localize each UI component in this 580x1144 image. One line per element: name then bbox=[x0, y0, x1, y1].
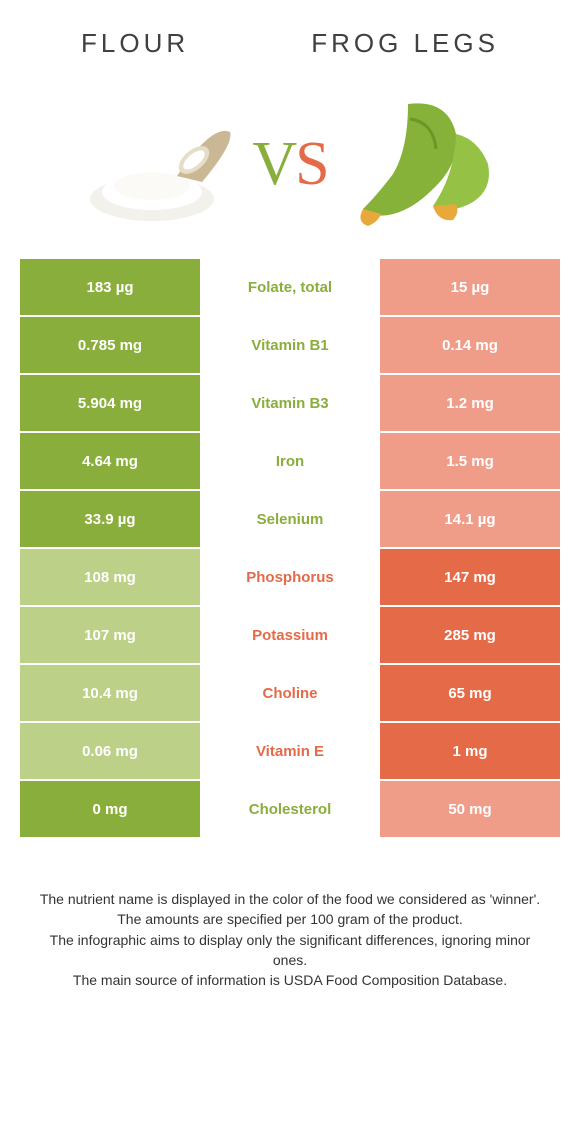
left-food-title: Flour bbox=[81, 28, 189, 59]
table-row: 5.904 mgVitamin B31.2 mg bbox=[20, 375, 560, 433]
vs-v-letter: V bbox=[252, 130, 295, 198]
right-food-title: Frog legs bbox=[311, 28, 499, 59]
frog-legs-image bbox=[338, 89, 498, 239]
footer-line-3: The infographic aims to display only the… bbox=[36, 930, 544, 971]
table-row: 4.64 mgIron1.5 mg bbox=[20, 433, 560, 491]
table-row: 0 mgCholesterol50 mg bbox=[20, 781, 560, 839]
left-value: 5.904 mg bbox=[20, 375, 200, 431]
table-row: 33.9 µgSelenium14.1 µg bbox=[20, 491, 560, 549]
nutrient-label: Iron bbox=[200, 433, 380, 489]
left-value: 0.06 mg bbox=[20, 723, 200, 779]
footer-line-4: The main source of information is USDA F… bbox=[36, 970, 544, 990]
left-value: 0.785 mg bbox=[20, 317, 200, 373]
left-value: 107 mg bbox=[20, 607, 200, 663]
nutrient-label: Vitamin B3 bbox=[200, 375, 380, 431]
footer-notes: The nutrient name is displayed in the co… bbox=[0, 839, 580, 990]
table-row: 108 mgPhosphorus147 mg bbox=[20, 549, 560, 607]
left-value: 108 mg bbox=[20, 549, 200, 605]
right-value: 50 mg bbox=[380, 781, 560, 837]
footer-line-2: The amounts are specified per 100 gram o… bbox=[36, 909, 544, 929]
right-value: 15 µg bbox=[380, 259, 560, 315]
nutrient-label: Selenium bbox=[200, 491, 380, 547]
right-value: 1.5 mg bbox=[380, 433, 560, 489]
vs-label: VS bbox=[252, 129, 327, 200]
right-value: 1.2 mg bbox=[380, 375, 560, 431]
table-row: 0.06 mgVitamin E1 mg bbox=[20, 723, 560, 781]
right-value: 65 mg bbox=[380, 665, 560, 721]
table-row: 10.4 mgCholine65 mg bbox=[20, 665, 560, 723]
nutrient-label: Phosphorus bbox=[200, 549, 380, 605]
table-row: 183 µgFolate, total15 µg bbox=[20, 259, 560, 317]
left-value: 0 mg bbox=[20, 781, 200, 837]
right-value: 0.14 mg bbox=[380, 317, 560, 373]
left-value: 10.4 mg bbox=[20, 665, 200, 721]
nutrient-label: Vitamin B1 bbox=[200, 317, 380, 373]
nutrient-label: Folate, total bbox=[200, 259, 380, 315]
left-value: 4.64 mg bbox=[20, 433, 200, 489]
nutrient-label: Potassium bbox=[200, 607, 380, 663]
vs-s-letter: S bbox=[295, 130, 327, 198]
right-value: 147 mg bbox=[380, 549, 560, 605]
right-value: 285 mg bbox=[380, 607, 560, 663]
table-row: 107 mgPotassium285 mg bbox=[20, 607, 560, 665]
nutrient-label: Cholesterol bbox=[200, 781, 380, 837]
right-value: 1 mg bbox=[380, 723, 560, 779]
right-value: 14.1 µg bbox=[380, 491, 560, 547]
header-titles: Flour Frog legs bbox=[0, 0, 580, 79]
left-value: 33.9 µg bbox=[20, 491, 200, 547]
vs-row: VS bbox=[0, 79, 580, 249]
table-row: 0.785 mgVitamin B10.14 mg bbox=[20, 317, 560, 375]
left-value: 183 µg bbox=[20, 259, 200, 315]
flour-image bbox=[82, 89, 242, 239]
nutrient-label: Vitamin E bbox=[200, 723, 380, 779]
nutrient-label: Choline bbox=[200, 665, 380, 721]
footer-line-1: The nutrient name is displayed in the co… bbox=[36, 889, 544, 909]
nutrient-table: 183 µgFolate, total15 µg0.785 mgVitamin … bbox=[20, 259, 560, 839]
